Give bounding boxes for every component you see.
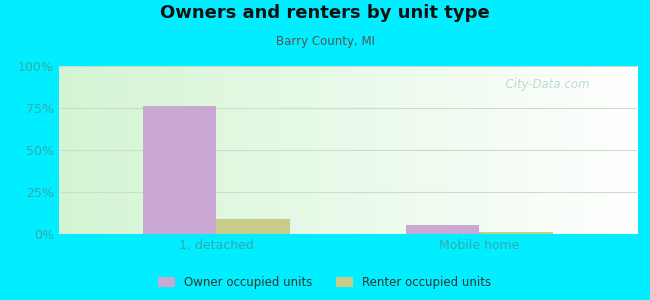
Bar	[406, 225, 479, 234]
Text: Barry County, MI: Barry County, MI	[276, 34, 374, 47]
Text: Owners and renters by unit type: Owners and renters by unit type	[160, 4, 490, 22]
Text: City-Data.com: City-Data.com	[498, 78, 590, 91]
Bar	[216, 219, 290, 234]
Bar	[142, 106, 216, 234]
Bar	[479, 232, 553, 234]
Legend: Owner occupied units, Renter occupied units: Owner occupied units, Renter occupied un…	[154, 272, 496, 294]
